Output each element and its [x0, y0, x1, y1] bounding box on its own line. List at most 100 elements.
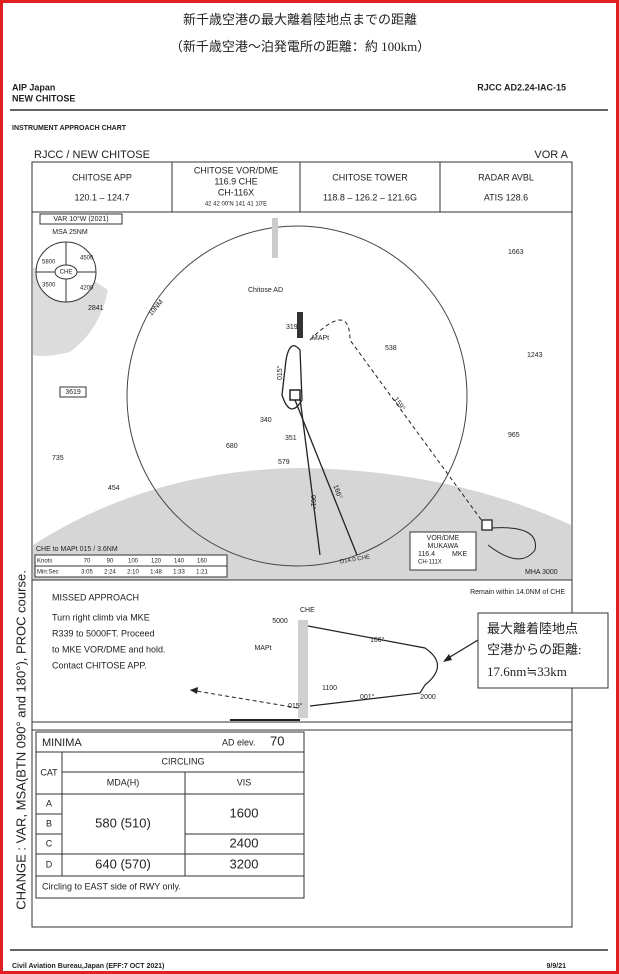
timing-cell: 120 — [151, 559, 162, 565]
elevation: 2841 — [88, 305, 104, 312]
timing-cell: 70 — [84, 559, 91, 565]
timing-cell: 100 — [128, 559, 139, 565]
elevation: 538 — [385, 345, 397, 352]
mke-freq: 116.4 — [418, 551, 435, 558]
footer-left: Civil Aviation Bureau,Japan (EFF:7 OCT 2… — [12, 963, 164, 970]
timing-head: Knots — [37, 559, 52, 565]
freq-name: CHITOSE VOR/DME — [194, 165, 278, 175]
che-label: CHE — [300, 607, 315, 614]
altitude: 5000 — [272, 618, 288, 625]
elevation: 965 — [508, 432, 520, 439]
col-head: VIS — [237, 777, 252, 787]
elevation: 735 — [52, 455, 64, 462]
col-head: CIRCLING — [161, 756, 204, 766]
change-note: CHANGE : VAR, MSA(BTN 090° and 180°), PR… — [13, 570, 28, 910]
airport: NEW CHITOSE — [12, 93, 75, 103]
msa-center-label: CHE — [60, 270, 73, 276]
remain-note: Remain within 14.0NM of CHE — [470, 589, 565, 596]
elevation: 340 — [260, 417, 272, 424]
altitude: 1100 — [322, 685, 337, 692]
vis: 3200 — [230, 856, 259, 871]
variation: VAR 10°W (2021) — [53, 215, 108, 223]
elevation: 1243 — [527, 352, 543, 359]
col-head: CAT — [40, 767, 58, 777]
elevation: 351 — [285, 435, 297, 442]
timing-cell: 2:24 — [104, 570, 116, 576]
timing-table: Knots Min:Sec 70 90 100 120 140 160 3:05… — [35, 555, 227, 577]
timing-cell: 140 — [174, 559, 185, 565]
chart-airport: RJCC / NEW CHITOSE — [34, 149, 150, 161]
footer-date: 9/9/21 — [547, 963, 567, 970]
timing-cell: 1:33 — [173, 570, 185, 576]
minima-title: MINIMA — [42, 737, 82, 749]
mke-type: VOR/DME — [427, 535, 460, 542]
elevation: 1663 — [508, 249, 524, 256]
mke-channel: CH-111X — [418, 560, 442, 566]
col-head: MDA(H) — [107, 777, 140, 787]
mapt-label: MAPt — [254, 645, 271, 652]
msa-label: MSA 25NM — [52, 229, 88, 236]
aerodrome: Chitose AD — [248, 287, 283, 294]
course: 001° — [360, 693, 375, 701]
chart-id: RJCC AD2.24-IAC-15 — [477, 82, 566, 92]
cat: B — [46, 818, 52, 828]
freq-name: CHITOSE TOWER — [332, 172, 408, 182]
missed-text: to MKE VOR/DME and hold. — [52, 644, 166, 654]
missed-title: MISSED APPROACH — [52, 592, 139, 602]
timing-cell: 90 — [107, 559, 114, 565]
timing-head: Min:Sec — [37, 570, 59, 576]
msa-sector: 4500 — [80, 256, 94, 262]
mke-vor — [482, 520, 492, 530]
approach-bar — [272, 218, 278, 258]
missed-text: R339 to 5000FT. Proceed — [52, 628, 155, 638]
altitude: 2000 — [420, 694, 436, 701]
publisher: AIP Japan — [12, 82, 55, 92]
elevation: 579 — [278, 459, 290, 466]
timing-cell: 3:05 — [81, 570, 93, 576]
freq-value: ATIS 128.6 — [484, 192, 528, 202]
vis: 1600 — [230, 805, 259, 820]
msa-sector: 5800 — [42, 260, 56, 266]
timing-cell: 1:21 — [196, 570, 208, 576]
missed-text: Turn right climb via MKE — [52, 612, 150, 622]
elevation: 454 — [108, 485, 120, 492]
freq-value: 116.9 CHE — [214, 176, 257, 186]
callout-line: 17.6nm≒33km — [487, 664, 567, 679]
che-vor — [290, 390, 300, 400]
course: 015° — [276, 365, 284, 380]
ad-elev: 70 — [270, 733, 284, 748]
timing-title: CHE to MAPt 015 / 3.6NM — [36, 546, 118, 553]
freq-channel: CH-116X — [218, 187, 254, 197]
subtitle: （新千歳空港～泊発電所の距離：約 100km） — [170, 39, 430, 54]
page: 新千歳空港の最大離着陸地点までの距離 （新千歳空港～泊発電所の距離：約 100k… — [0, 0, 619, 974]
course: 015° — [288, 702, 303, 710]
mda: 640 (570) — [95, 856, 151, 871]
callout-line: 空港からの距離: — [487, 642, 582, 657]
ad-elev-label: AD elev. — [222, 737, 255, 747]
timing-cell: 1:48 — [150, 570, 162, 576]
cat: C — [46, 838, 53, 848]
cat: D — [46, 859, 53, 869]
freq-coords: 42 42 00'N 141 41 10'E — [205, 202, 267, 208]
course: 166° — [370, 636, 385, 644]
chart-procedure: VOR A — [534, 149, 568, 161]
runway — [297, 312, 303, 338]
chart-type: INSTRUMENT APPROACH CHART — [12, 125, 127, 132]
msa-sector: 4200 — [80, 286, 94, 292]
vis: 2400 — [230, 835, 259, 850]
missed-text: Contact CHITOSE APP. — [52, 660, 147, 670]
freq-name: RADAR AVBL — [478, 172, 534, 182]
freq-value: 118.8 – 126.2 – 121.6G — [323, 192, 417, 202]
mapt: MAPt — [312, 335, 329, 342]
timing-cell: 160 — [197, 559, 208, 565]
mha: MHA 3000 — [525, 569, 558, 576]
msa-sector: 3500 — [42, 283, 56, 289]
timing-cell: 2:10 — [127, 570, 139, 576]
minima-note: Circling to EAST side of RWY only. — [42, 881, 181, 891]
mda: 580 (510) — [95, 815, 151, 830]
cat: A — [46, 798, 52, 808]
elevation: 680 — [226, 443, 238, 450]
title: 新千歳空港の最大離着陸地点までの距離 — [183, 12, 417, 27]
elevation: 3619 — [65, 389, 81, 396]
freq-name: CHITOSE APP — [72, 172, 132, 182]
